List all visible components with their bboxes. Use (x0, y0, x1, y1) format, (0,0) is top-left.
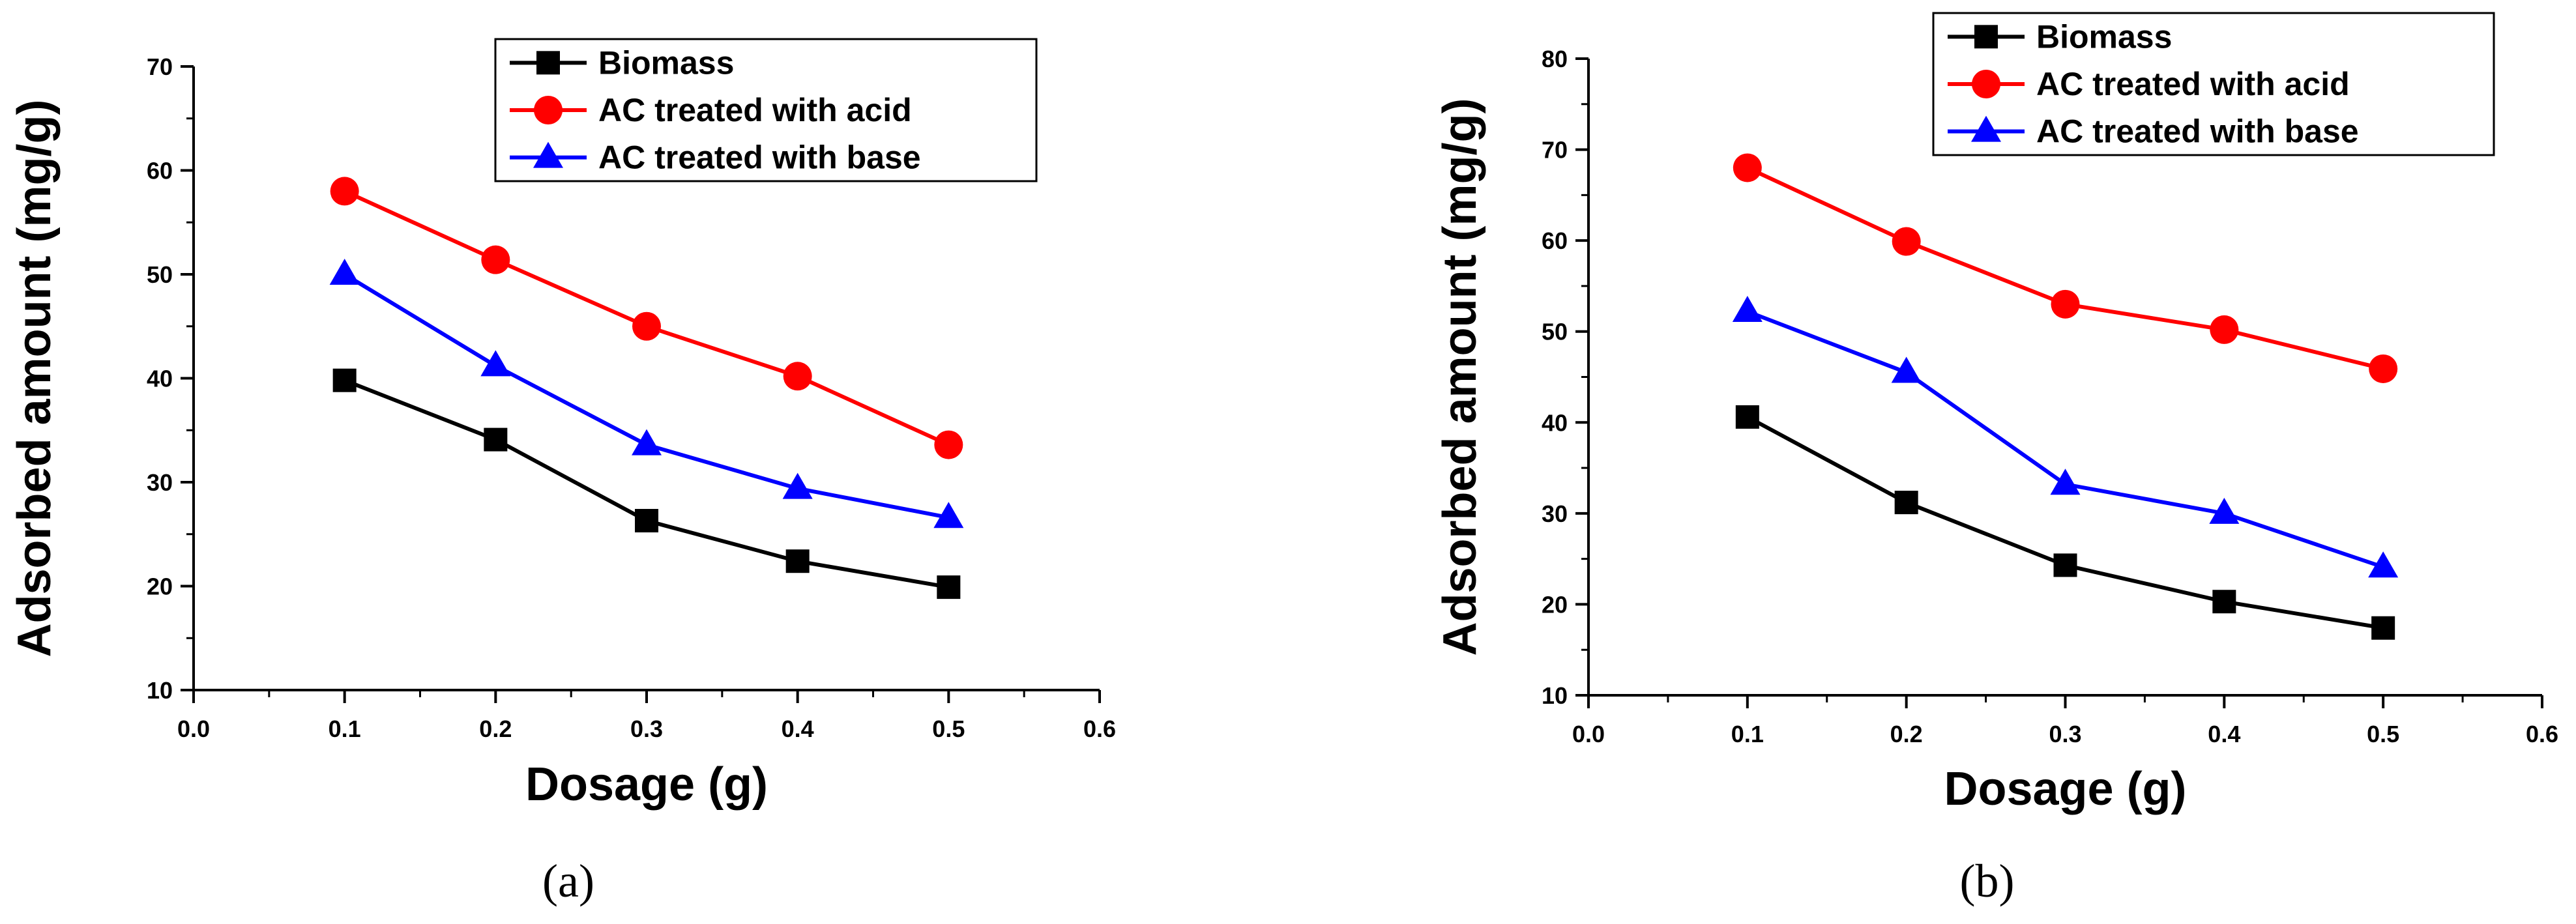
x-tick-label: 0.5 (2367, 721, 2399, 747)
x-tick-label: 0.2 (479, 715, 512, 742)
data-point (783, 362, 812, 391)
data-point (480, 350, 511, 377)
data-point (782, 472, 813, 499)
legend-swatch-marker (533, 141, 563, 168)
panel-label: (b) (1960, 855, 2015, 907)
y-tick-label: 10 (147, 677, 173, 704)
data-point (937, 575, 961, 599)
data-point (1733, 153, 1762, 182)
data-point (1894, 491, 1918, 515)
legend-label: AC treated with base (598, 139, 921, 176)
chart-b: 0.0 0.1 0.2 0.3 0.4 0.5 0.6 10 20 30 40 50 60 70 80 Dos… (1434, 12, 2558, 907)
y-tick-label: 70 (1542, 137, 1568, 164)
legend: Biomass AC treated with acid AC treated wi… (494, 38, 1038, 182)
data-point (1732, 296, 1763, 323)
x-tick-label: 0.2 (1890, 721, 1923, 747)
data-point (1735, 405, 1759, 429)
x-tick-label: 0.0 (1572, 721, 1605, 747)
data-point (2051, 289, 2080, 319)
x-tick-label: 0.6 (1083, 715, 1116, 742)
data-point (632, 311, 661, 341)
x-tick-label: 0.6 (2526, 721, 2558, 747)
series-line (1746, 166, 2384, 371)
data-point (2212, 590, 2236, 614)
y-tick-label: 70 (147, 53, 173, 80)
legend-swatch-marker (1974, 25, 1998, 49)
x-tick-label: 0.1 (329, 715, 361, 742)
data-point (2368, 551, 2399, 578)
legend: Biomass AC treated with acid AC treated wi… (1932, 12, 2495, 156)
data-point (632, 429, 662, 455)
data-point (2210, 315, 2239, 344)
data-point (933, 502, 964, 528)
legend-swatch-marker (534, 96, 563, 124)
series-line (344, 272, 949, 520)
x-axis-label: Dosage (g) (525, 758, 768, 811)
data-point (330, 177, 359, 206)
data-point (2053, 553, 2077, 577)
x-tick-label: 0.1 (1731, 721, 1764, 747)
y-tick-label: 20 (1542, 591, 1568, 618)
data-point (635, 509, 658, 533)
x-tick-label: 0.0 (177, 715, 210, 742)
y-tick-label: 30 (1542, 500, 1568, 527)
data-point (2369, 354, 2398, 383)
chart-a: 0.0 0.1 0.2 0.3 0.4 0.5 0.6 10 20 30 40 50 60 70 Dosag… (8, 38, 1116, 907)
y-tick-label: 40 (147, 366, 173, 392)
x-tick-label: 0.4 (2208, 721, 2240, 747)
y-tick-label: 10 (1542, 682, 1568, 709)
y-axis-label: Adsorbed amount (mg/g) (8, 100, 61, 657)
legend-label: AC treated with base (2036, 113, 2359, 150)
series-line (344, 378, 949, 590)
y-tick-label: 40 (1542, 409, 1568, 436)
x-tick-label: 0.4 (782, 715, 814, 742)
series-line (1746, 310, 2384, 570)
legend-label: AC treated with acid (598, 92, 912, 128)
data-point (484, 427, 508, 452)
y-tick-label: 30 (147, 469, 173, 496)
series-line (1746, 415, 2384, 630)
legend-swatch-marker (1971, 115, 2001, 142)
data-point (2209, 497, 2240, 524)
data-point (785, 549, 810, 573)
data-point (481, 245, 510, 274)
y-tick-label: 50 (1542, 319, 1568, 345)
data-point (1892, 227, 1921, 256)
legend-label: Biomass (2036, 18, 2172, 55)
data-point (1891, 356, 1922, 383)
data-point (2371, 616, 2395, 640)
data-point (934, 430, 963, 459)
y-tick-label: 50 (147, 261, 173, 288)
y-axis-label: Adsorbed amount (mg/g) (1434, 98, 1486, 656)
x-tick-label: 0.5 (932, 715, 965, 742)
x-tick-label: 0.3 (2049, 721, 2081, 747)
x-tick-label: 0.3 (630, 715, 663, 742)
y-tick-label: 80 (1542, 46, 1568, 72)
legend-swatch-marker (536, 51, 560, 75)
data-point (329, 259, 360, 285)
legend-label: Biomass (598, 44, 734, 81)
data-point (2050, 469, 2081, 495)
legend-box (1932, 12, 2495, 156)
x-axis-label: Dosage (g) (1944, 763, 2186, 815)
y-tick-label: 60 (147, 158, 173, 184)
legend-label: AC treated with acid (2036, 66, 2350, 102)
data-point (332, 368, 357, 392)
legend-swatch-marker (1972, 70, 2000, 98)
y-tick-label: 20 (147, 573, 173, 600)
panel-label: (a) (542, 855, 594, 907)
y-tick-label: 60 (1542, 227, 1568, 254)
